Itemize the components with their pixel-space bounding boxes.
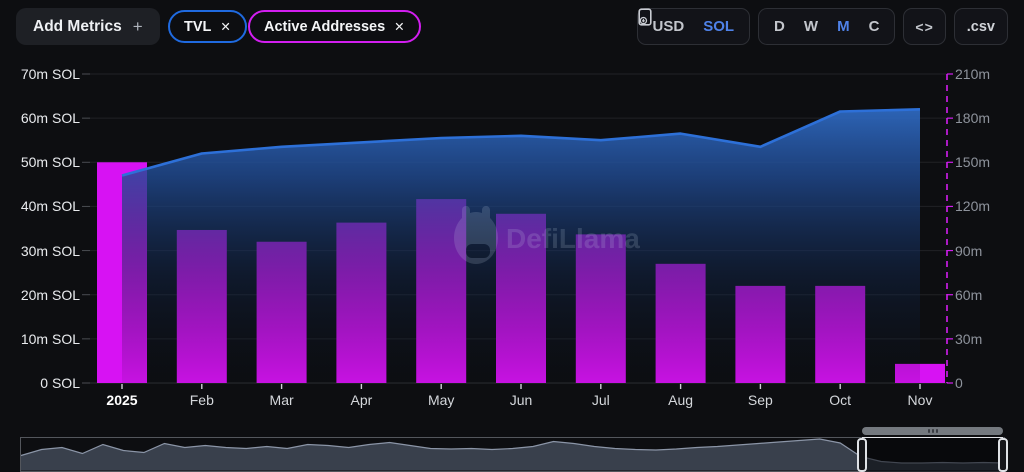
navigator-left-handle[interactable] bbox=[857, 438, 868, 472]
navigator-move-handle[interactable] bbox=[862, 427, 1004, 435]
file-download-icon bbox=[637, 8, 652, 26]
add-metrics-label: Add Metrics bbox=[33, 17, 122, 35]
metric-pill-tvl[interactable]: TVL ✕ bbox=[168, 10, 247, 43]
close-icon[interactable]: ✕ bbox=[220, 20, 231, 34]
metric-pill-active-addresses-label: Active Addresses bbox=[264, 18, 386, 35]
add-metrics-button[interactable]: Add Metrics + bbox=[16, 8, 160, 45]
csv-download-button[interactable]: .csv bbox=[637, 8, 1008, 45]
metric-pill-tvl-label: TVL bbox=[184, 18, 212, 35]
interval-option-c[interactable]: C bbox=[868, 18, 880, 35]
navigator-selection[interactable] bbox=[862, 437, 1004, 472]
navigator-right-handle[interactable] bbox=[998, 438, 1009, 472]
interval-option-m[interactable]: M bbox=[837, 18, 850, 35]
defillama-watermark: DefiLlama bbox=[454, 206, 640, 264]
currency-option-sol[interactable]: SOL bbox=[703, 18, 735, 35]
main-chart-plot-area[interactable]: DefiLlama bbox=[0, 0, 1024, 420]
metric-pill-active-addresses[interactable]: Active Addresses ✕ bbox=[248, 10, 421, 43]
interval-option-d[interactable]: D bbox=[774, 18, 785, 35]
plus-icon: + bbox=[132, 16, 143, 36]
currency-toggle: USD SOL bbox=[636, 8, 751, 45]
header-right-toolbar: USD SOL D W M C <> .csv bbox=[636, 8, 1008, 45]
interval-toggle: D W M C bbox=[758, 8, 896, 45]
currency-option-usd[interactable]: USD bbox=[652, 18, 685, 35]
grip-dot bbox=[927, 429, 930, 433]
csv-label: .csv bbox=[966, 18, 995, 35]
grip-dot bbox=[935, 429, 938, 433]
close-icon[interactable]: ✕ bbox=[394, 20, 405, 34]
embed-button[interactable]: <> bbox=[903, 8, 946, 45]
grip-dot bbox=[931, 429, 934, 433]
embed-icon: <> bbox=[915, 18, 934, 35]
svg-text:DefiLlama: DefiLlama bbox=[506, 223, 640, 254]
interval-option-w[interactable]: W bbox=[803, 18, 819, 35]
